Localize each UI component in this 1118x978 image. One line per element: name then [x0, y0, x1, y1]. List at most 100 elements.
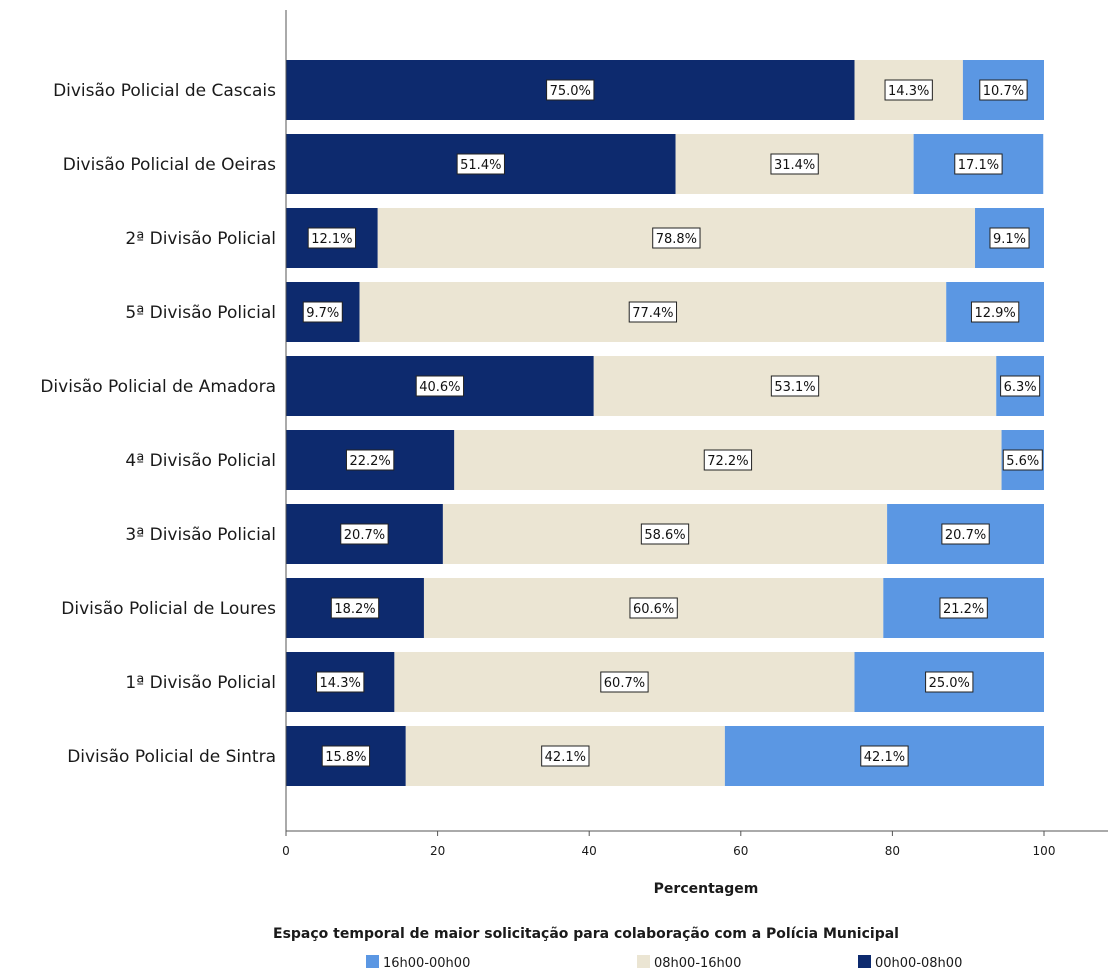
- category-label: Divisão Policial de Oeiras: [63, 155, 276, 175]
- data-label: 12.1%: [307, 227, 357, 249]
- data-label: 21.2%: [939, 597, 988, 619]
- x-tick-label: 40: [582, 844, 597, 858]
- data-label-box: [628, 301, 678, 323]
- category-labels: Divisão Policial de Cascais Divisão Polic…: [40, 81, 276, 767]
- data-label-box: [629, 597, 678, 619]
- data-label-box: [703, 449, 753, 471]
- data-label: 51.4%: [456, 153, 505, 175]
- data-label: 18.2%: [330, 597, 380, 619]
- data-label: 17.1%: [954, 153, 1003, 175]
- data-label: 78.8%: [652, 227, 701, 249]
- data-label: 42.1%: [860, 745, 909, 767]
- data-label-text: 21.2%: [943, 602, 984, 617]
- x-tick-label: 80: [885, 844, 900, 858]
- data-label: 20.7%: [941, 523, 990, 545]
- data-label-box: [330, 597, 380, 619]
- data-label-text: 9.1%: [993, 232, 1026, 247]
- data-label-box: [652, 227, 701, 249]
- data-label-box: [302, 301, 343, 323]
- data-label: 6.3%: [1000, 375, 1041, 397]
- data-label-box: [884, 79, 933, 101]
- data-label: 31.4%: [770, 153, 819, 175]
- data-label-text: 77.4%: [632, 306, 673, 321]
- data-label-text: 6.3%: [1004, 380, 1037, 395]
- data-label-text: 22.2%: [349, 454, 390, 469]
- legend: 16h00-00h00 08h00-16h00 00h00-08h00: [366, 955, 962, 971]
- data-label: 5.6%: [1002, 449, 1043, 471]
- data-label-box: [600, 671, 649, 693]
- data-label-box: [989, 227, 1030, 249]
- data-label-box: [345, 449, 395, 471]
- data-label-box: [415, 375, 465, 397]
- category-label: Divisão Policial de Amadora: [40, 377, 276, 397]
- data-label-box: [1002, 449, 1043, 471]
- category-label: 3ª Divisão Policial: [125, 525, 276, 545]
- data-label-text: 20.7%: [945, 528, 986, 543]
- data-label-text: 53.1%: [774, 380, 815, 395]
- data-label-box: [340, 523, 389, 545]
- data-label-box: [860, 745, 909, 767]
- data-label-text: 60.6%: [633, 602, 674, 617]
- data-label-text: 25.0%: [929, 676, 970, 691]
- category-label: Divisão Policial de Sintra: [67, 747, 276, 767]
- data-label-text: 58.6%: [644, 528, 685, 543]
- data-label-text: 15.8%: [325, 750, 366, 765]
- data-label-text: 42.1%: [864, 750, 905, 765]
- legend-swatch-00h00-08h00: [858, 955, 871, 968]
- data-label: 42.1%: [541, 745, 590, 767]
- data-label-text: 9.7%: [306, 306, 339, 321]
- data-label: 60.6%: [629, 597, 678, 619]
- data-label-box: [970, 301, 1020, 323]
- data-label-text: 51.4%: [460, 158, 501, 173]
- data-label-box: [640, 523, 690, 545]
- data-label-text: 78.8%: [656, 232, 697, 247]
- data-label: 9.7%: [302, 301, 343, 323]
- data-label-text: 12.1%: [311, 232, 352, 247]
- data-label: 20.7%: [340, 523, 389, 545]
- data-label-text: 40.6%: [419, 380, 460, 395]
- x-tick-label: 100: [1033, 844, 1056, 858]
- data-label: 14.3%: [884, 79, 933, 101]
- data-label-text: 60.7%: [604, 676, 645, 691]
- x-tick-label: 60: [733, 844, 748, 858]
- data-label: 25.0%: [925, 671, 974, 693]
- data-label: 60.7%: [600, 671, 649, 693]
- data-label-text: 20.7%: [344, 528, 385, 543]
- data-label: 10.7%: [979, 79, 1028, 101]
- data-label-box: [541, 745, 590, 767]
- category-label: 5ª Divisão Policial: [125, 303, 276, 323]
- legend-label: 08h00-16h00: [654, 956, 741, 971]
- data-label: 72.2%: [703, 449, 753, 471]
- data-label-box: [307, 227, 357, 249]
- legend-label: 00h00-08h00: [875, 956, 962, 971]
- data-label-text: 75.0%: [550, 84, 591, 99]
- legend-swatch-08h00-16h00: [637, 955, 650, 968]
- category-label: Divisão Policial de Cascais: [53, 81, 276, 101]
- data-label: 40.6%: [415, 375, 465, 397]
- data-label-box: [1000, 375, 1041, 397]
- x-axis-ticks: 0 20 40 60 80 100: [282, 831, 1055, 858]
- data-label-box: [321, 745, 371, 767]
- legend-label: 16h00-00h00: [383, 956, 470, 971]
- data-label-text: 31.4%: [774, 158, 815, 173]
- data-label: 53.1%: [770, 375, 820, 397]
- data-label-text: 14.3%: [888, 84, 929, 99]
- data-label: 22.2%: [345, 449, 395, 471]
- x-tick-label: 20: [430, 844, 445, 858]
- data-label-box: [939, 597, 988, 619]
- data-label-text: 5.6%: [1006, 454, 1039, 469]
- data-label-box: [954, 153, 1003, 175]
- data-label-text: 12.9%: [974, 306, 1015, 321]
- data-label-text: 17.1%: [958, 158, 999, 173]
- data-label: 58.6%: [640, 523, 690, 545]
- legend-swatch-16h00-00h00: [366, 955, 379, 968]
- x-axis-title: Percentagem: [654, 881, 759, 897]
- data-label-box: [941, 523, 990, 545]
- category-label: 2ª Divisão Policial: [125, 229, 276, 249]
- data-label-text: 18.2%: [334, 602, 375, 617]
- data-label: 75.0%: [546, 79, 595, 101]
- data-label-box: [546, 79, 595, 101]
- data-label-box: [770, 153, 819, 175]
- legend-title: Espaço temporal de maior solicitação par…: [273, 926, 899, 942]
- data-label-text: 14.3%: [320, 676, 361, 691]
